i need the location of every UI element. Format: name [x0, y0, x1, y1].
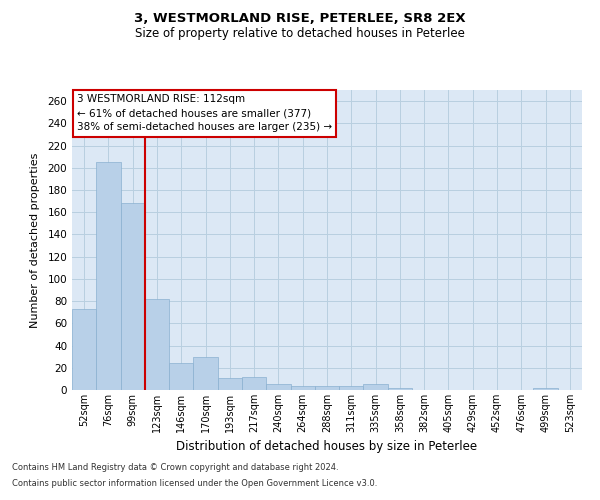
Y-axis label: Number of detached properties: Number of detached properties [31, 152, 40, 328]
Bar [121, 204, 145, 390]
X-axis label: Distribution of detached houses by size in Peterlee: Distribution of detached houses by size … [176, 440, 478, 454]
Text: Size of property relative to detached houses in Peterlee: Size of property relative to detached ho… [135, 28, 465, 40]
Bar [533, 388, 558, 390]
Bar [96, 162, 121, 390]
Bar [218, 378, 242, 390]
Text: Contains HM Land Registry data © Crown copyright and database right 2024.: Contains HM Land Registry data © Crown c… [12, 464, 338, 472]
Bar [315, 386, 339, 390]
Bar [266, 384, 290, 390]
Text: 3 WESTMORLAND RISE: 112sqm
← 61% of detached houses are smaller (377)
38% of sem: 3 WESTMORLAND RISE: 112sqm ← 61% of deta… [77, 94, 332, 132]
Bar [339, 386, 364, 390]
Bar [364, 384, 388, 390]
Text: 3, WESTMORLAND RISE, PETERLEE, SR8 2EX: 3, WESTMORLAND RISE, PETERLEE, SR8 2EX [134, 12, 466, 26]
Bar [145, 299, 169, 390]
Bar [193, 356, 218, 390]
Text: Contains public sector information licensed under the Open Government Licence v3: Contains public sector information licen… [12, 478, 377, 488]
Bar [169, 364, 193, 390]
Bar [72, 309, 96, 390]
Bar [242, 376, 266, 390]
Bar [290, 386, 315, 390]
Bar [388, 388, 412, 390]
